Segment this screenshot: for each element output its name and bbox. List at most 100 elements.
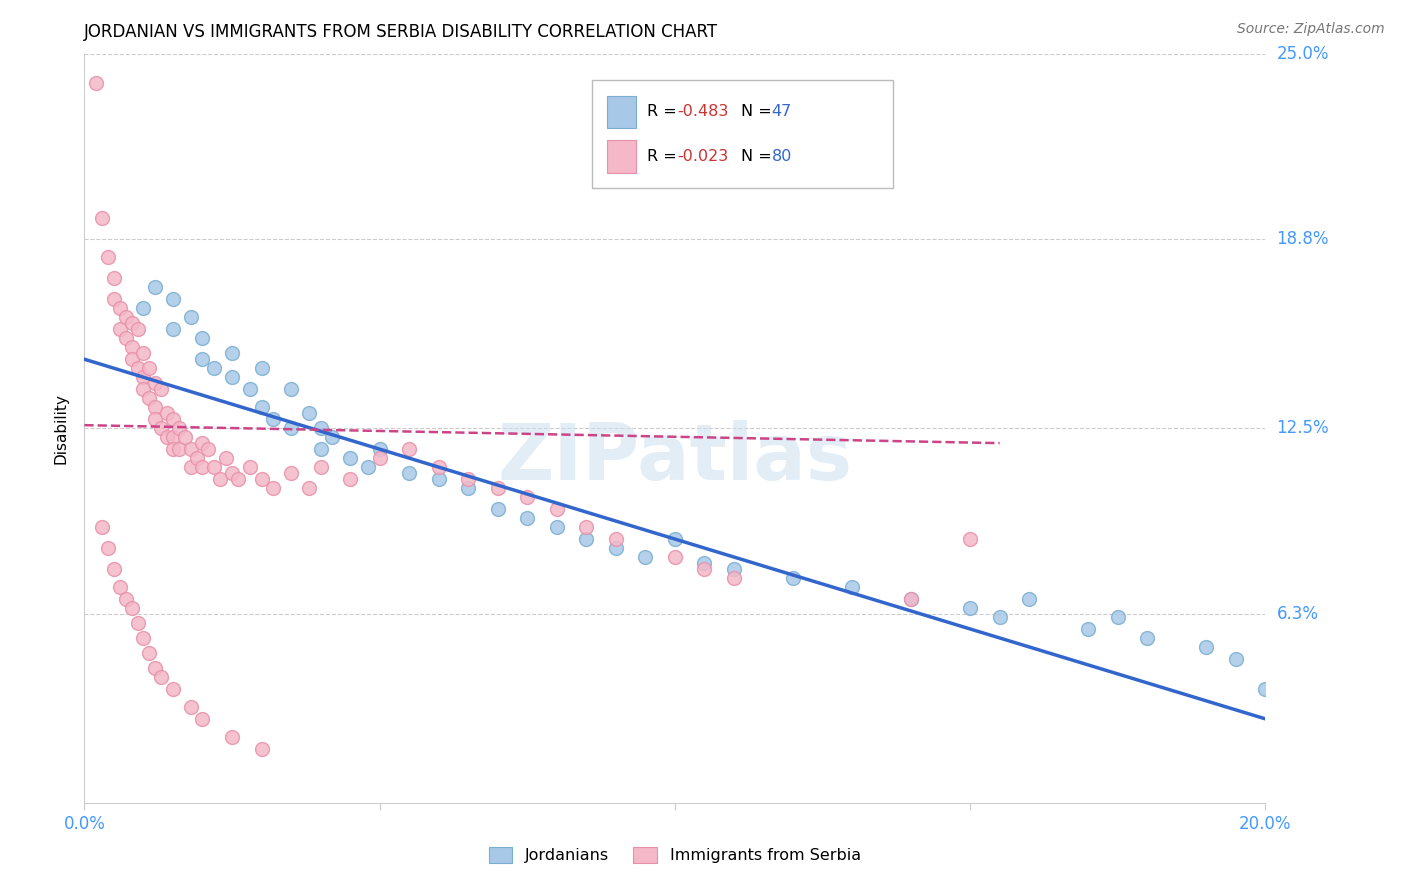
Point (959, 532, 981, 546)
Point (280, 382, 302, 396)
Point (143, 400, 166, 414)
Point (173, 430, 195, 444)
Text: Source: ZipAtlas.com: Source: ZipAtlas.com (1237, 22, 1385, 37)
Point (486, 502, 509, 516)
Point (162, 293, 184, 307)
Point (664, 549, 686, 564)
Point (180, 310, 202, 325)
Point (262, 412, 284, 426)
Text: 18.8%: 18.8% (1277, 230, 1329, 248)
Point (108, 580, 131, 594)
Text: -0.023: -0.023 (678, 149, 728, 164)
Point (250, 472, 273, 486)
Point (250, 742, 273, 756)
Y-axis label: Disability: Disability (53, 392, 69, 464)
Point (162, 681, 184, 696)
Point (221, 346, 243, 360)
Point (339, 451, 361, 466)
Point (150, 382, 173, 396)
Point (191, 712, 214, 726)
Point (167, 442, 190, 457)
Point (723, 562, 745, 576)
Point (167, 421, 190, 435)
Point (309, 460, 332, 475)
Point (143, 376, 166, 391)
Point (156, 430, 179, 444)
Point (191, 436, 214, 450)
Point (1107, 610, 1129, 624)
Point (132, 370, 155, 384)
Point (108, 301, 131, 316)
Text: R =: R = (647, 104, 678, 120)
Point (339, 472, 361, 486)
Point (1195, 640, 1218, 654)
Point (900, 592, 922, 607)
Point (121, 352, 143, 367)
Point (127, 361, 149, 376)
Point (782, 571, 804, 585)
Point (427, 460, 450, 475)
Point (1018, 592, 1040, 607)
Text: JORDANIAN VS IMMIGRANTS FROM SERBIA DISABILITY CORRELATION CHART: JORDANIAN VS IMMIGRANTS FROM SERBIA DISA… (84, 23, 718, 41)
Text: N =: N = (741, 149, 772, 164)
Point (191, 331, 214, 345)
Point (298, 406, 321, 420)
Point (309, 442, 332, 457)
Point (114, 592, 136, 607)
Point (575, 532, 598, 546)
Point (84, 77, 107, 91)
Point (605, 541, 627, 555)
Point (121, 316, 143, 330)
Point (239, 382, 262, 396)
Point (1077, 622, 1099, 636)
Point (321, 430, 343, 444)
Bar (607, 140, 636, 172)
Point (191, 352, 214, 367)
Point (162, 430, 184, 444)
Point (239, 460, 262, 475)
Point (357, 460, 380, 475)
Point (250, 400, 273, 414)
FancyBboxPatch shape (592, 79, 893, 188)
Point (457, 481, 479, 495)
Point (138, 646, 160, 660)
Point (959, 601, 981, 615)
Bar (607, 95, 636, 128)
Point (309, 421, 332, 435)
Point (202, 460, 225, 475)
Point (202, 361, 225, 376)
Point (516, 490, 538, 504)
Text: N =: N = (741, 104, 772, 120)
Point (1254, 681, 1277, 696)
Point (209, 472, 232, 486)
Point (368, 442, 391, 457)
Point (215, 451, 238, 466)
Point (693, 562, 716, 576)
Text: -0.483: -0.483 (678, 104, 730, 120)
Point (114, 310, 136, 325)
Point (97, 541, 120, 555)
Point (97, 250, 120, 264)
Point (114, 331, 136, 345)
Point (398, 466, 420, 480)
Point (664, 532, 686, 546)
Point (280, 466, 302, 480)
Point (221, 466, 243, 480)
Point (191, 460, 214, 475)
Point (516, 511, 538, 525)
Text: 6.3%: 6.3% (1277, 605, 1319, 623)
Point (143, 412, 166, 426)
Point (108, 322, 131, 336)
Text: 25.0%: 25.0% (1277, 45, 1329, 62)
Point (103, 271, 125, 285)
Point (197, 442, 219, 457)
Point (250, 361, 273, 376)
Point (162, 442, 184, 457)
Legend: Jordanians, Immigrants from Serbia: Jordanians, Immigrants from Serbia (482, 840, 868, 870)
Text: 80: 80 (772, 149, 792, 164)
Point (143, 661, 166, 675)
Point (180, 442, 202, 457)
Point (693, 556, 716, 570)
Point (900, 592, 922, 607)
Point (132, 631, 155, 645)
